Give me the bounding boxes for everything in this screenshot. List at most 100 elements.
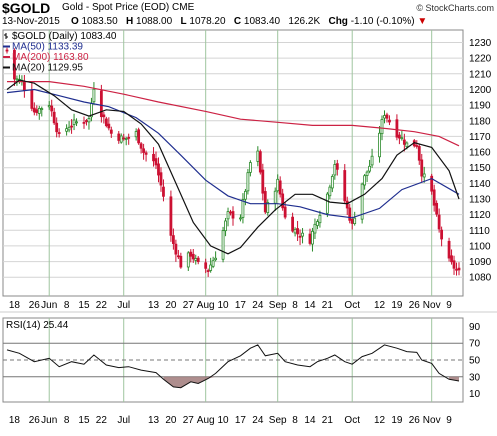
candle-body — [52, 111, 56, 124]
candle-body — [363, 175, 367, 186]
candle-body — [50, 105, 54, 112]
candle-body — [313, 223, 317, 234]
rsi-x-tick-label: 27 — [183, 415, 195, 426]
rsi-x-tick-label: 26 — [409, 415, 421, 426]
ma50-line — [6, 88, 460, 219]
price-y-tick-label: 1110 — [469, 226, 490, 237]
candle-body — [211, 260, 215, 267]
candle-body — [360, 183, 364, 220]
price-x-tick-label: 8 — [64, 300, 70, 311]
price-x-tick-label: 24 — [252, 300, 264, 311]
candle-body — [179, 255, 183, 268]
candle-body — [325, 193, 329, 214]
rsi-y-tick-label: 50 — [469, 356, 481, 367]
candle-body — [432, 189, 436, 206]
candle-body — [291, 216, 295, 232]
ma200-line — [7, 81, 460, 147]
close-label: C — [233, 16, 242, 27]
candle-body — [22, 82, 26, 91]
candle-body — [365, 171, 369, 176]
candle-body — [109, 129, 113, 134]
price-x-tick-label: 10 — [218, 300, 230, 311]
candle-body — [311, 230, 314, 245]
candle-body — [450, 255, 453, 263]
legend-label: MA(200) 1163.80 — [12, 52, 89, 63]
rsi-x-tick-label: 8 — [64, 415, 70, 426]
candle-body — [278, 180, 282, 195]
rsi-x-tick-label: 10 — [218, 415, 230, 426]
price-y-tick-label: 1140 — [469, 179, 491, 190]
candle-body — [209, 264, 213, 271]
candle-body — [157, 163, 160, 176]
price-x-tick-label: 15 — [78, 300, 90, 311]
price-x-tick-label: Jul — [117, 300, 130, 311]
candle-body — [417, 146, 421, 161]
candle-body — [308, 233, 312, 244]
price-x-tick-label: 22 — [96, 300, 108, 311]
candle-body — [370, 155, 374, 166]
candle-body — [296, 228, 299, 235]
candle-body — [87, 118, 91, 123]
price-x-tick-label: Oct — [344, 300, 360, 311]
candle-body — [57, 132, 61, 134]
candle-body — [395, 119, 399, 138]
chart-header: $GOLD Gold - Spot Price (EOD) CME © Stoc… — [0, 0, 497, 28]
price-x-tick-label: Aug — [197, 300, 215, 311]
candle-body — [194, 258, 198, 261]
rsi-x-tick-label: Jul — [117, 415, 130, 426]
rsi-y-tick-label: 90 — [469, 322, 481, 333]
candle-body — [35, 109, 39, 114]
down-arrow-icon: ▼ — [417, 16, 428, 27]
low-label: L — [180, 16, 187, 27]
price-y-tick-label: 1160 — [469, 148, 491, 159]
candle-body — [298, 235, 302, 238]
candle-body — [142, 148, 145, 153]
candle-body — [162, 186, 165, 197]
candle-body — [117, 133, 121, 141]
candle-body — [239, 217, 242, 220]
price-y-tick-label: 1100 — [469, 241, 491, 252]
candle-body — [139, 143, 143, 149]
price-y-tick-label: 1180 — [469, 116, 491, 127]
candle-body — [224, 220, 227, 232]
candle-body — [75, 121, 78, 124]
stockcharts-logo[interactable]: © StockCharts.com — [416, 3, 494, 13]
rsi-oversold-fill — [163, 376, 459, 388]
ticker-symbol: $GOLD — [2, 0, 51, 16]
rsi-panel-frame — [2, 317, 464, 403]
candle-body — [5, 49, 9, 52]
candle-body — [229, 211, 232, 214]
price-x-tick-label: 8 — [292, 300, 298, 311]
candle-body — [353, 217, 357, 225]
rsi-x-tick-label: Oct — [344, 415, 360, 426]
rsi-x-tick-label: Sep — [269, 415, 287, 426]
candle-body — [119, 135, 123, 143]
candle-body — [55, 122, 59, 133]
candle-body — [152, 153, 155, 162]
price-x-tick-label: 17 — [235, 300, 247, 311]
candle-body — [82, 121, 86, 124]
price-x-tick-label: Jun — [41, 300, 57, 311]
candle-body — [154, 158, 158, 166]
candle-body — [378, 132, 381, 158]
volume-value: 126.2K — [288, 16, 321, 27]
candle-body — [204, 262, 208, 269]
candle-body — [13, 49, 16, 80]
candle-body — [137, 129, 141, 144]
candle-body — [328, 186, 332, 197]
price-x-tick-label: 27 — [183, 300, 195, 311]
candle-body — [15, 78, 19, 81]
rsi-x-tick-label: 13 — [148, 415, 160, 426]
candle-body — [70, 125, 73, 128]
candle-body — [144, 152, 148, 155]
price-x-tick-label: 26 — [29, 300, 41, 311]
candle-body — [186, 252, 190, 268]
candle-body — [104, 118, 108, 127]
open-label: O — [70, 16, 79, 27]
rsi-x-tick-label: Nov — [423, 415, 441, 426]
candle-body — [244, 190, 247, 200]
candle-body — [256, 150, 260, 162]
price-x-tick-label: Nov — [423, 300, 441, 311]
candle-body — [452, 260, 456, 269]
